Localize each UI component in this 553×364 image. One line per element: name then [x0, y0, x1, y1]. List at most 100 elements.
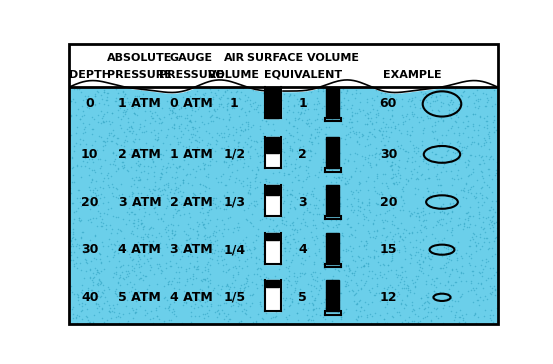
Point	[487, 317, 496, 323]
Point	[372, 201, 381, 206]
Point	[249, 100, 258, 106]
Point	[144, 250, 153, 256]
Point	[96, 213, 105, 219]
Point	[466, 205, 475, 210]
Point	[68, 96, 77, 102]
Point	[88, 131, 97, 137]
Point	[471, 233, 480, 239]
Point	[229, 189, 238, 195]
Point	[267, 132, 275, 138]
Point	[393, 309, 401, 315]
Point	[419, 97, 427, 103]
Point	[377, 98, 386, 104]
Point	[243, 141, 252, 147]
Point	[483, 118, 492, 124]
Point	[387, 129, 395, 135]
Point	[150, 270, 159, 276]
Point	[100, 194, 109, 200]
Point	[100, 319, 108, 325]
Point	[120, 198, 129, 204]
Bar	[267, 87, 279, 118]
Point	[252, 150, 261, 156]
Point	[406, 255, 415, 261]
Point	[205, 115, 214, 120]
Point	[277, 194, 286, 200]
Point	[319, 225, 328, 231]
Point	[134, 252, 143, 258]
Point	[205, 242, 214, 248]
Point	[118, 274, 127, 280]
Point	[99, 290, 108, 296]
Point	[404, 314, 413, 320]
Point	[434, 315, 442, 321]
Point	[196, 152, 205, 158]
Point	[338, 171, 347, 177]
Point	[258, 153, 267, 159]
Point	[452, 250, 461, 256]
Point	[229, 105, 238, 111]
Point	[401, 181, 410, 187]
Point	[78, 290, 87, 296]
Point	[478, 175, 487, 181]
Point	[482, 296, 491, 302]
Point	[181, 198, 190, 204]
Point	[408, 308, 416, 314]
Point	[320, 276, 328, 282]
Point	[218, 134, 227, 140]
Point	[80, 112, 89, 118]
Point	[91, 192, 100, 198]
Point	[107, 138, 116, 144]
Point	[228, 272, 237, 278]
Point	[223, 107, 232, 113]
Point	[284, 248, 293, 254]
Point	[308, 313, 317, 319]
Point	[171, 165, 180, 170]
Point	[118, 159, 127, 165]
Point	[356, 308, 364, 314]
Point	[368, 220, 377, 226]
Point	[310, 250, 319, 256]
Point	[184, 161, 192, 167]
Point	[123, 318, 132, 324]
Point	[90, 274, 99, 280]
Point	[315, 283, 324, 289]
Point	[206, 162, 215, 168]
Point	[451, 161, 460, 167]
Point	[362, 242, 371, 248]
Text: 60: 60	[380, 98, 397, 110]
Point	[220, 316, 229, 321]
Point	[254, 265, 263, 271]
Point	[398, 274, 407, 280]
Point	[306, 148, 315, 154]
Point	[107, 241, 116, 247]
Point	[312, 211, 321, 217]
Point	[179, 302, 187, 308]
Point	[434, 107, 442, 113]
Point	[168, 110, 177, 116]
Point	[246, 292, 254, 297]
Point	[481, 139, 490, 145]
Point	[389, 296, 398, 302]
Point	[194, 304, 203, 310]
Point	[357, 199, 366, 205]
Point	[193, 265, 202, 270]
Point	[134, 261, 143, 266]
Point	[469, 231, 478, 237]
Point	[384, 268, 393, 274]
Point	[179, 94, 188, 100]
Point	[328, 167, 337, 173]
Point	[347, 173, 356, 179]
Point	[413, 259, 421, 265]
Point	[305, 253, 314, 259]
Point	[388, 87, 397, 92]
Point	[284, 303, 293, 309]
Point	[415, 105, 424, 111]
Point	[432, 151, 441, 157]
Point	[489, 114, 498, 119]
Point	[369, 217, 378, 223]
Point	[128, 219, 137, 225]
Point	[330, 112, 338, 118]
Point	[202, 261, 211, 266]
Point	[348, 203, 357, 209]
Point	[305, 135, 314, 141]
